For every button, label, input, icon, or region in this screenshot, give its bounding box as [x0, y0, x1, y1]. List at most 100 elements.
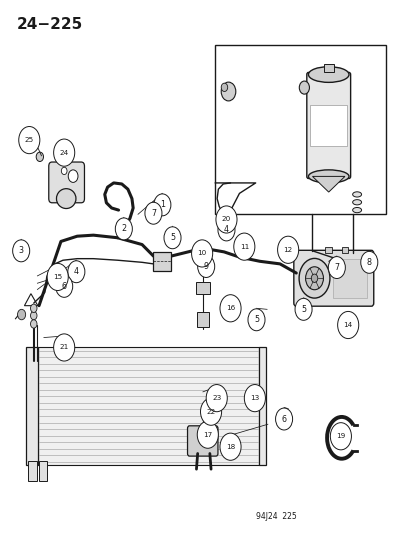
Circle shape — [221, 83, 227, 92]
Circle shape — [54, 334, 75, 361]
Ellipse shape — [352, 200, 361, 205]
Text: 23: 23 — [211, 395, 221, 401]
Circle shape — [217, 219, 235, 241]
Circle shape — [164, 227, 180, 249]
Text: 7: 7 — [150, 209, 156, 217]
Text: 18: 18 — [225, 443, 235, 450]
Bar — [258, 348, 265, 465]
Bar — [332, 259, 366, 298]
Text: 21: 21 — [59, 344, 69, 351]
Circle shape — [244, 384, 265, 411]
Text: 13: 13 — [249, 395, 259, 401]
Text: 6: 6 — [281, 415, 286, 424]
Ellipse shape — [352, 192, 361, 197]
Text: 22: 22 — [206, 409, 215, 415]
Bar — [38, 348, 258, 465]
Circle shape — [328, 256, 344, 279]
Text: 25: 25 — [25, 137, 34, 143]
Circle shape — [191, 240, 212, 267]
Circle shape — [216, 206, 237, 233]
Circle shape — [13, 240, 30, 262]
FancyBboxPatch shape — [310, 104, 346, 147]
Text: 2: 2 — [121, 224, 126, 233]
Bar — [325, 247, 331, 254]
Circle shape — [219, 295, 240, 322]
Text: 16: 16 — [225, 305, 235, 311]
FancyBboxPatch shape — [195, 282, 210, 294]
Circle shape — [47, 263, 68, 290]
FancyBboxPatch shape — [153, 252, 171, 271]
Ellipse shape — [308, 67, 348, 83]
FancyBboxPatch shape — [306, 72, 350, 179]
Text: 5: 5 — [170, 233, 175, 243]
Circle shape — [55, 276, 73, 297]
Circle shape — [247, 309, 264, 331]
Text: 7: 7 — [333, 263, 339, 272]
Circle shape — [277, 236, 298, 263]
Circle shape — [200, 398, 221, 425]
Text: 5: 5 — [253, 316, 259, 324]
Circle shape — [115, 218, 132, 240]
Ellipse shape — [299, 81, 309, 94]
Circle shape — [31, 304, 37, 312]
Circle shape — [206, 384, 227, 411]
Bar — [341, 247, 347, 254]
Text: 94J24  225: 94J24 225 — [255, 512, 296, 521]
Circle shape — [68, 261, 85, 282]
Circle shape — [154, 194, 171, 216]
Ellipse shape — [308, 170, 348, 183]
FancyBboxPatch shape — [293, 251, 373, 306]
Text: 24−225: 24−225 — [16, 17, 82, 32]
FancyBboxPatch shape — [49, 162, 84, 203]
Text: 6: 6 — [62, 282, 66, 291]
Bar — [38, 461, 47, 481]
Ellipse shape — [56, 189, 76, 208]
Circle shape — [305, 266, 323, 290]
Text: 4: 4 — [74, 267, 78, 276]
Circle shape — [221, 82, 235, 101]
Circle shape — [337, 311, 358, 338]
Circle shape — [17, 309, 26, 320]
Circle shape — [294, 298, 311, 320]
Text: 24: 24 — [59, 150, 69, 156]
Text: 5: 5 — [300, 305, 305, 314]
Text: 14: 14 — [343, 322, 352, 328]
Text: 19: 19 — [335, 433, 345, 439]
Bar — [28, 461, 36, 481]
Circle shape — [68, 170, 78, 182]
Circle shape — [61, 167, 67, 175]
Circle shape — [275, 408, 292, 430]
Text: 4: 4 — [223, 225, 228, 235]
FancyBboxPatch shape — [197, 312, 209, 327]
Circle shape — [31, 311, 37, 320]
Text: 10: 10 — [197, 251, 206, 256]
Circle shape — [219, 433, 240, 461]
Circle shape — [19, 126, 40, 154]
Text: 3: 3 — [19, 246, 24, 255]
Circle shape — [145, 202, 161, 224]
Text: 9: 9 — [203, 262, 208, 271]
Circle shape — [197, 255, 214, 278]
FancyBboxPatch shape — [187, 426, 217, 456]
Ellipse shape — [352, 207, 361, 213]
Bar — [26, 348, 38, 465]
Circle shape — [54, 139, 75, 166]
Text: 17: 17 — [203, 432, 212, 438]
Polygon shape — [312, 176, 344, 192]
Text: 1: 1 — [159, 200, 164, 209]
Circle shape — [31, 320, 37, 328]
Circle shape — [311, 274, 317, 282]
Circle shape — [330, 423, 351, 450]
Circle shape — [36, 152, 43, 161]
Text: 15: 15 — [53, 274, 62, 280]
Circle shape — [298, 259, 329, 298]
Circle shape — [360, 252, 377, 273]
Text: 20: 20 — [221, 216, 230, 222]
Text: 11: 11 — [239, 244, 248, 249]
Bar — [323, 64, 333, 72]
Circle shape — [197, 421, 218, 448]
Text: 8: 8 — [366, 258, 371, 267]
Text: 12: 12 — [283, 247, 292, 253]
Bar — [215, 45, 385, 214]
Circle shape — [233, 233, 254, 260]
